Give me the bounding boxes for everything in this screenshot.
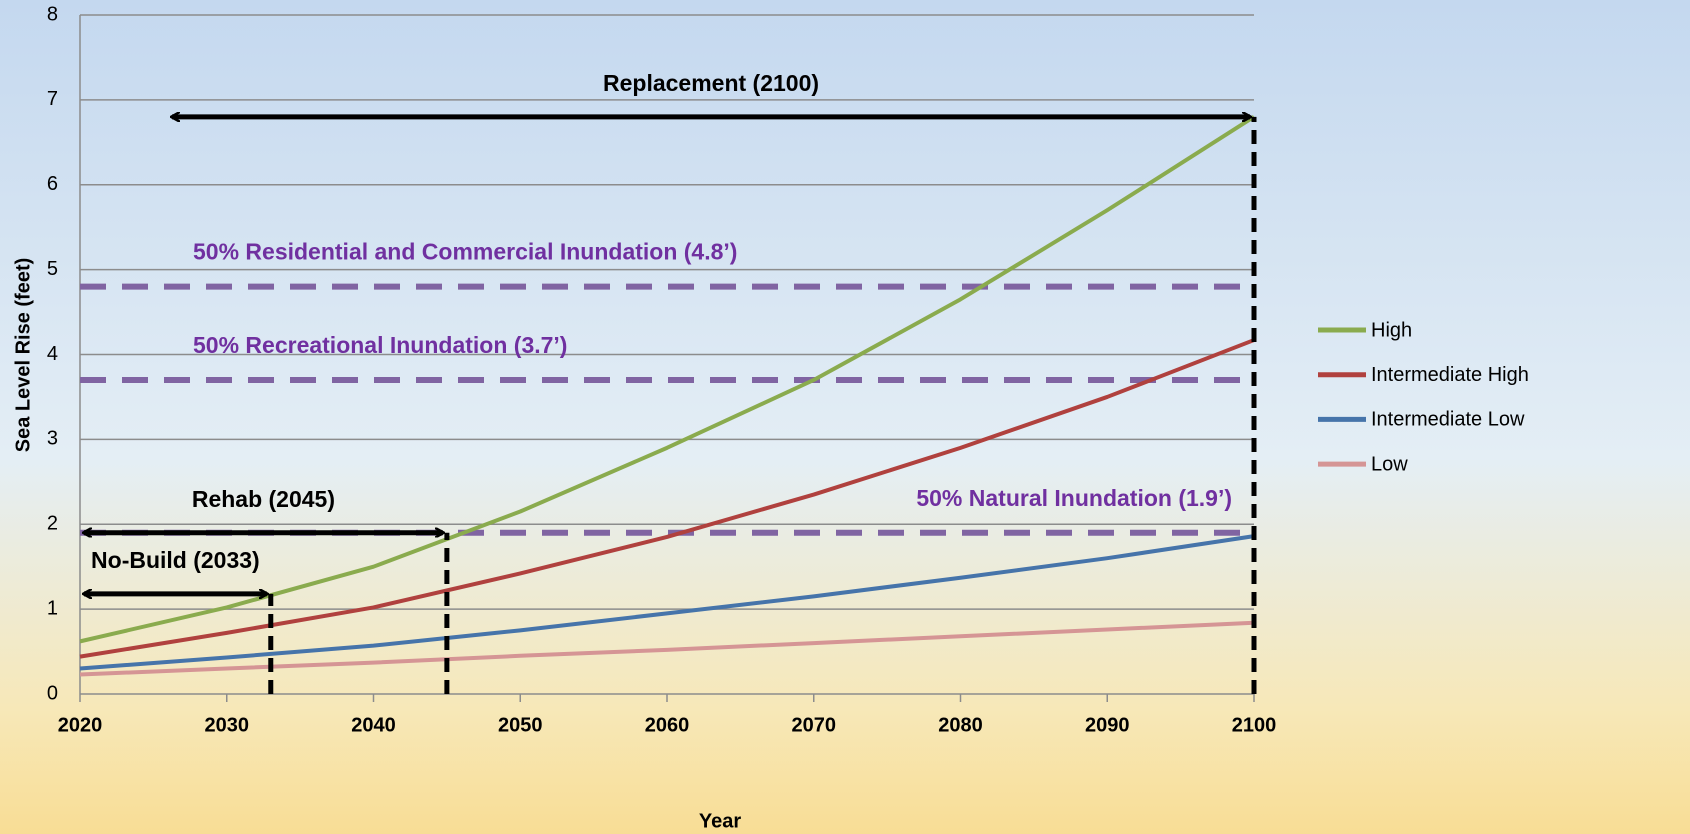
series-line [79,620,1255,677]
series-line [79,115,1256,644]
y-tick-label: 1 [47,597,58,619]
annotation-label: Replacement (2100) [603,70,819,96]
x-tick-label: 2040 [351,714,396,736]
legend-label: High [1371,319,1412,341]
y-tick-label: 8 [47,3,58,25]
threshold-label: 50% Recreational Inundation (3.7’) [193,332,567,358]
y-tick-label: 0 [47,682,58,704]
y-tick-label: 2 [47,513,58,535]
x-tick-label: 2090 [1085,714,1130,736]
threshold-label: 50% Natural Inundation (1.9’) [916,485,1232,511]
y-tick-label: 7 [47,88,58,110]
y-tick-label: 5 [47,258,58,280]
threshold-label: 50% Residential and Commercial Inundatio… [193,239,737,265]
legend-label: Low [1371,453,1408,475]
y-tick-label: 6 [47,173,58,195]
annotation-label: Rehab (2045) [192,486,335,512]
y-axis-title: Sea Level Rise (feet) [12,258,34,453]
series-line [79,338,1255,659]
x-tick-label: 2100 [1232,714,1277,736]
x-tick-label: 2030 [205,714,250,736]
y-tick-label: 3 [47,428,58,450]
series-line [79,534,1255,671]
x-tick-label: 2060 [645,714,690,736]
x-tick-label: 2020 [58,714,103,736]
legend-label: Intermediate Low [1371,409,1525,431]
x-tick-label: 2050 [498,714,543,736]
x-tick-label: 2070 [792,714,837,736]
legend-label: Intermediate High [1371,364,1529,386]
y-tick-label: 4 [47,343,58,365]
x-tick-label: 2080 [938,714,983,736]
annotation-label: No-Build (2033) [91,547,260,573]
x-axis-title: Year [699,810,741,832]
